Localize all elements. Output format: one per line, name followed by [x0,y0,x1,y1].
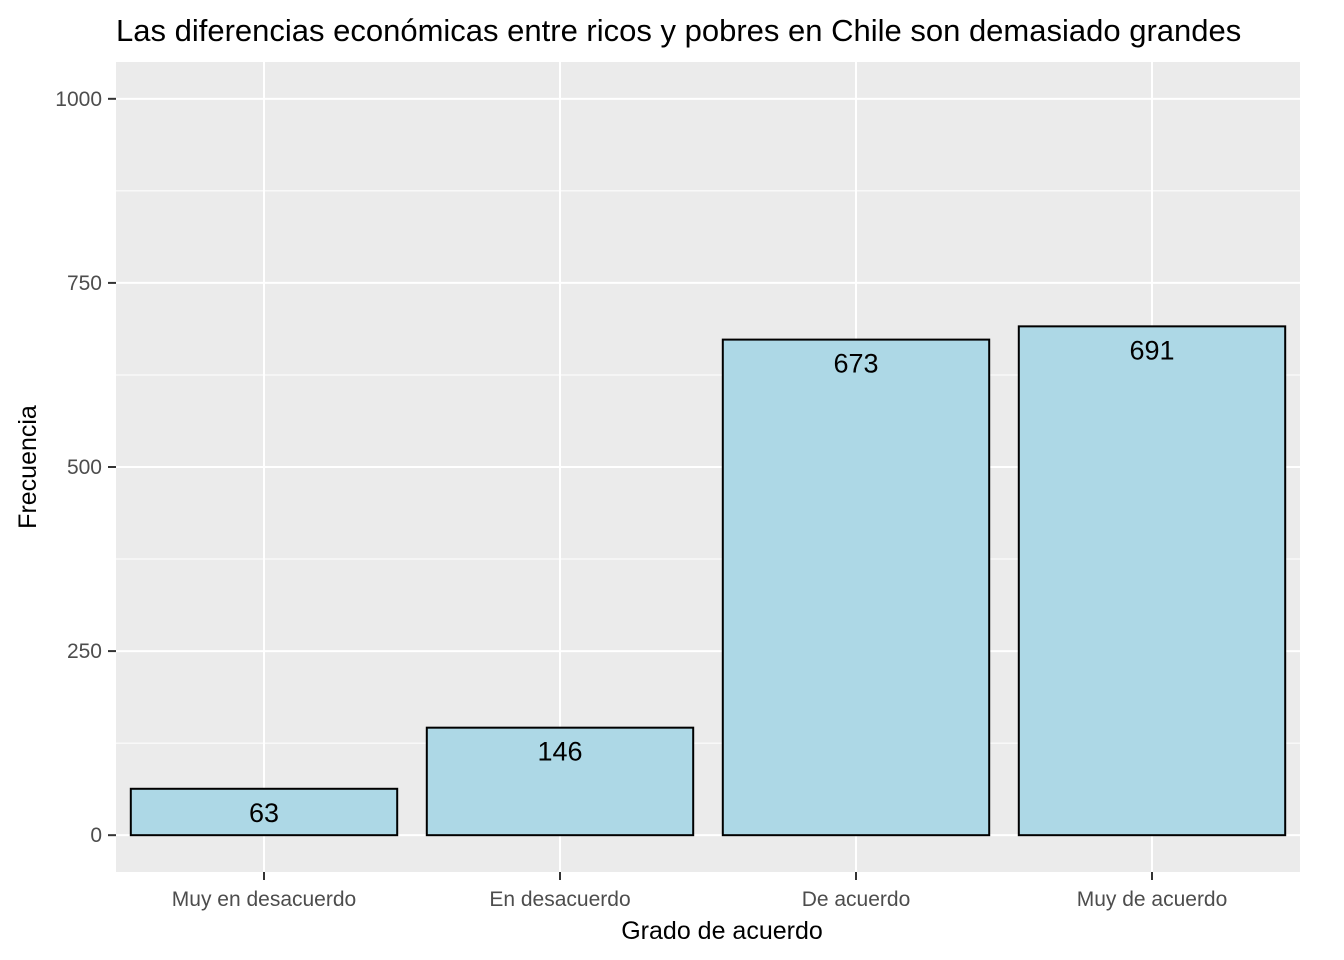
bar [129,787,399,837]
y-axis-title: Frecuencia [14,405,42,529]
bar-data-label: 673 [833,349,878,379]
y-axis: 0 250 500 750 1000 [55,88,116,847]
x-axis: Muy en desacuerdo En desacuerdo De acuerdo… [172,872,1228,911]
bar-data-label: 63 [249,798,279,828]
bar-data-label: 691 [1129,335,1174,365]
bar [1017,325,1287,837]
y-tick-label: 1000 [55,88,102,111]
x-tick-label: En desacuerdo [489,888,630,911]
y-tick-label: 0 [90,824,102,847]
x-tick-label: Muy de acuerdo [1077,888,1228,911]
bars [129,325,1287,837]
bar [721,338,991,837]
bar [425,726,695,837]
bar-data-labels: 63 146 673 691 [249,335,1175,827]
x-axis-title: Grado de acuerdo [621,917,823,945]
bar-data-label: 146 [537,737,582,767]
x-tick-label: De acuerdo [802,888,911,911]
chart-title: Las diferencias económicas entre ricos y… [116,13,1241,48]
y-tick-label: 750 [67,272,102,295]
y-tick-label: 500 [67,456,102,479]
x-tick-label: Muy en desacuerdo [172,888,356,911]
y-tick-label: 250 [67,640,102,663]
